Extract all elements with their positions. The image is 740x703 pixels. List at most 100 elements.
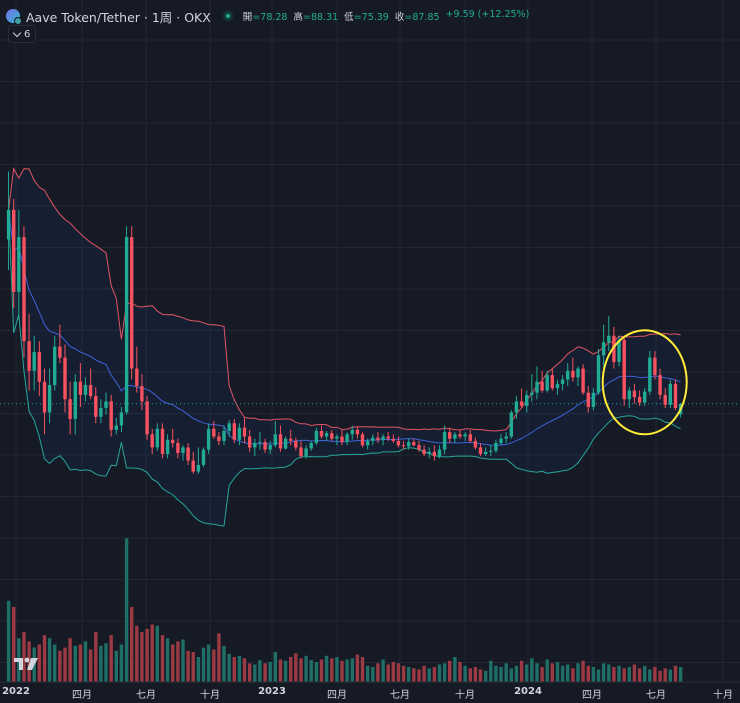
volume-bar [473, 667, 478, 682]
volume-bar [586, 665, 590, 683]
volume-bar [309, 660, 313, 682]
candle-body [371, 437, 375, 441]
volume-bar [478, 669, 483, 682]
candle-body [340, 436, 344, 442]
candle-body [201, 449, 206, 465]
volume-bar [119, 644, 124, 682]
volume-bar [381, 659, 385, 682]
volume-bar [581, 660, 585, 683]
volume-bar [294, 653, 298, 683]
volume-bar [504, 663, 508, 683]
volume-bar [463, 665, 467, 683]
candle-body [273, 434, 277, 446]
chevron-down-icon [12, 28, 22, 37]
ohlc-high: 高=88.31 [293, 12, 339, 23]
candle-body [458, 434, 462, 437]
candle-body [540, 381, 544, 391]
candle-body [27, 341, 31, 371]
candle-body [78, 381, 83, 395]
volume-bar [335, 657, 339, 682]
volume-bar [468, 668, 472, 683]
indicator-count: 6 [24, 28, 31, 40]
volume-bar [135, 625, 139, 683]
volume-bar [360, 657, 365, 682]
volume-bar [509, 668, 513, 683]
candle-body [612, 335, 616, 362]
volume-bar [68, 638, 72, 683]
candle-body [47, 385, 52, 413]
volume-bar [263, 663, 267, 683]
candle-body [422, 449, 426, 454]
volume-bar [371, 667, 375, 682]
volume-bar [417, 669, 421, 682]
volume-bar [114, 650, 118, 683]
volume-bar [519, 660, 524, 683]
volume-bar [658, 670, 662, 683]
bollinger-lower-line [8, 209, 681, 527]
candle-body [119, 412, 124, 426]
symbol-title[interactable]: Aave Token/Tether · 1周 · OKX [26, 9, 211, 25]
candle-body [417, 445, 421, 450]
candle-body [130, 237, 134, 369]
volume-bar [432, 667, 437, 682]
volume-bar [53, 644, 57, 682]
volume-bar [99, 645, 103, 683]
volume-bar [632, 664, 637, 682]
indicators-toggle-button[interactable]: 6 [8, 25, 37, 43]
volume-bar [27, 641, 31, 682]
candle-body [140, 386, 144, 402]
volume-bar [222, 645, 226, 683]
volume-bar [94, 632, 98, 682]
candle-body [248, 436, 252, 448]
candle-body [468, 434, 472, 441]
candle-body [396, 440, 401, 446]
candle-body [309, 443, 313, 449]
candle-body [258, 442, 262, 444]
volume-bar [273, 652, 277, 682]
volume-bar [627, 667, 631, 682]
candle-body [607, 335, 611, 343]
volume-bar [299, 658, 303, 683]
candle-body [560, 379, 565, 384]
candle-body [268, 445, 272, 450]
candle-body [525, 394, 529, 406]
candle-body [401, 445, 406, 447]
candle-body [571, 370, 575, 378]
candle-body [535, 381, 539, 393]
candle-body [53, 346, 57, 385]
volume-bar [47, 638, 52, 683]
volume-bar [83, 641, 88, 682]
volume-bar [350, 658, 354, 683]
volume-bar [191, 652, 195, 682]
volume-bar [545, 659, 549, 682]
candle-body [576, 368, 580, 378]
candle-body [504, 436, 508, 439]
candle-body [494, 443, 498, 451]
candle-body [350, 429, 354, 435]
candle-body [181, 447, 185, 453]
candle-body [58, 346, 62, 358]
candle-body [68, 399, 72, 419]
candle-body [391, 438, 395, 441]
volume-bar [499, 667, 503, 682]
time-axis[interactable]: 2022 四月 七月 十月 2023 四月 七月 十月 2024 四月 七月 十月 [0, 682, 740, 703]
candle-body [591, 392, 596, 407]
volume-bar [160, 635, 165, 682]
volume-bar [227, 653, 231, 682]
volume-bar [104, 643, 108, 683]
candle-body [632, 390, 637, 398]
bollinger-basis-line [8, 209, 681, 446]
candle-body [668, 383, 672, 405]
volume-bar [314, 662, 319, 682]
volume-bar [555, 662, 560, 682]
volume-bar [140, 632, 144, 682]
candle-body [360, 434, 365, 446]
candle-body [478, 447, 483, 454]
candle-body [165, 439, 170, 454]
volume-bar [330, 658, 334, 683]
candle-body [124, 237, 129, 413]
candle-body [617, 340, 621, 362]
volume-bar [109, 635, 113, 682]
volume-bar [596, 669, 601, 682]
